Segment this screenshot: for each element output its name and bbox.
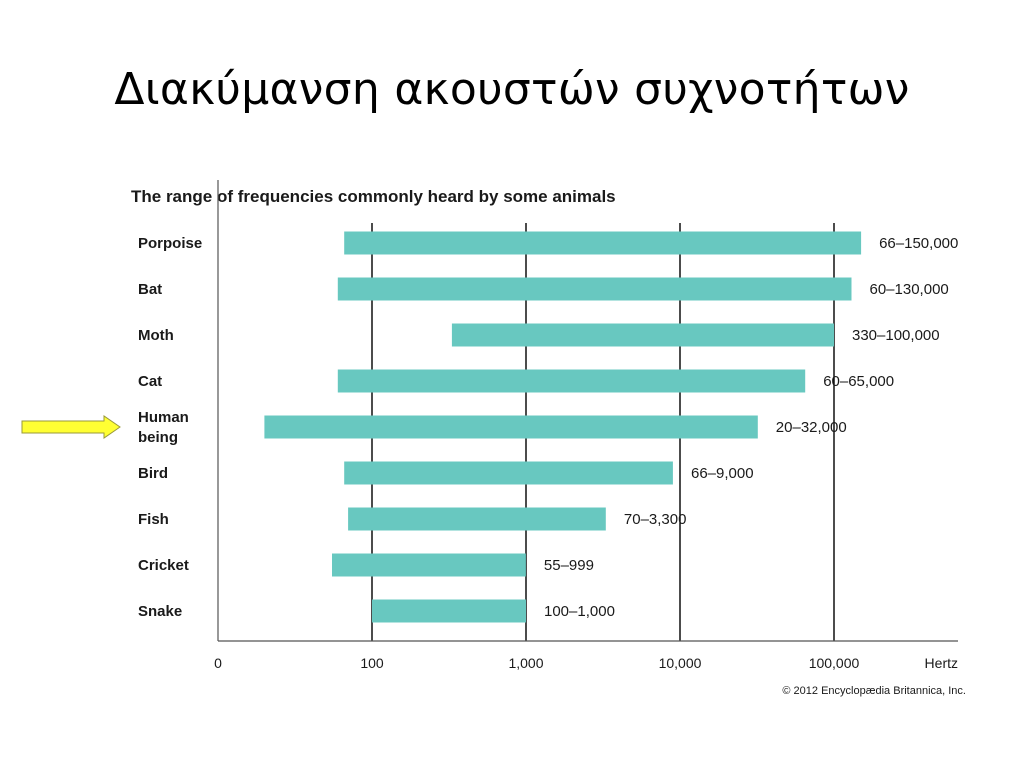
highlight-arrow-icon: [21, 415, 121, 439]
x-axis: 0 100 1,000 10,000 100,000: [214, 180, 958, 671]
bar-moth: [451, 323, 834, 347]
bar-human: [264, 415, 758, 439]
category-label: Bird: [138, 465, 168, 482]
category-label: Cricket: [138, 557, 189, 574]
category-label: Human being: [138, 409, 189, 446]
category-label: Fish: [138, 511, 169, 528]
bars: [264, 231, 862, 623]
x-tick-label: 100: [360, 655, 384, 671]
range-label: 55–999: [544, 557, 594, 574]
category-label: Cat: [138, 373, 162, 390]
bar-snake: [372, 599, 526, 623]
range-label: 66–150,000: [879, 235, 958, 252]
bar-fish: [348, 507, 606, 531]
range-label: 60–130,000: [870, 281, 949, 298]
category-label: Bat: [138, 281, 162, 298]
category-label: Moth: [138, 327, 174, 344]
range-label: 330–100,000: [852, 327, 940, 344]
bar-cricket: [332, 553, 526, 577]
x-tick-label: 0: [214, 655, 222, 671]
bar-porpoise: [344, 231, 862, 255]
category-label: Snake: [138, 603, 182, 620]
range-label: 70–3,300: [624, 511, 687, 528]
labels: Porpoise 66–150,000 Bat 60–130,000 Moth 330–1…: [138, 235, 958, 620]
x-tick-label: 10,000: [659, 655, 702, 671]
x-tick-label: 1,000: [508, 655, 543, 671]
bar-cat: [337, 369, 806, 393]
range-label: 60–65,000: [823, 373, 894, 390]
x-axis-unit-label: Hertz: [925, 655, 958, 671]
bar-bat: [337, 277, 852, 301]
range-label: 66–9,000: [691, 465, 754, 482]
range-label: 20–32,000: [776, 419, 847, 436]
arrow-icon: [21, 415, 121, 439]
x-tick-label: 100,000: [809, 655, 860, 671]
range-label: 100–1,000: [544, 603, 615, 620]
bar-bird: [344, 461, 673, 485]
chart-title: The range of frequencies commonly heard …: [131, 187, 616, 206]
copyright-credit: © 2012 Encyclopædia Britannica, Inc.: [782, 685, 966, 697]
slide-title: Διακύμανση ακουστών συχνοτήτων: [114, 64, 910, 115]
category-label: Porpoise: [138, 235, 202, 252]
